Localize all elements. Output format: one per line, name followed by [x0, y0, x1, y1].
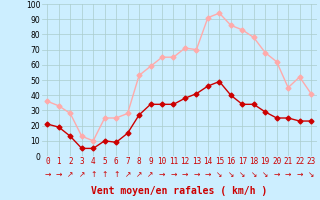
- Text: ↗: ↗: [147, 170, 154, 179]
- Text: →: →: [56, 170, 62, 179]
- Text: ↑: ↑: [101, 170, 108, 179]
- Text: →: →: [274, 170, 280, 179]
- Text: →: →: [159, 170, 165, 179]
- Text: ↘: ↘: [308, 170, 314, 179]
- Text: ↗: ↗: [78, 170, 85, 179]
- Text: →: →: [296, 170, 303, 179]
- Text: ↗: ↗: [136, 170, 142, 179]
- Text: ↑: ↑: [113, 170, 119, 179]
- Text: ↘: ↘: [262, 170, 268, 179]
- Text: →: →: [182, 170, 188, 179]
- Text: →: →: [170, 170, 177, 179]
- Text: →: →: [44, 170, 51, 179]
- Text: →: →: [193, 170, 200, 179]
- Text: ↘: ↘: [228, 170, 234, 179]
- Text: ↘: ↘: [239, 170, 245, 179]
- Text: ↗: ↗: [67, 170, 74, 179]
- Text: Vent moyen/en rafales ( km/h ): Vent moyen/en rafales ( km/h ): [91, 186, 267, 196]
- Text: ↘: ↘: [251, 170, 257, 179]
- Text: →: →: [205, 170, 211, 179]
- Text: ↑: ↑: [90, 170, 96, 179]
- Text: ↘: ↘: [216, 170, 222, 179]
- Text: →: →: [285, 170, 291, 179]
- Text: ↗: ↗: [124, 170, 131, 179]
